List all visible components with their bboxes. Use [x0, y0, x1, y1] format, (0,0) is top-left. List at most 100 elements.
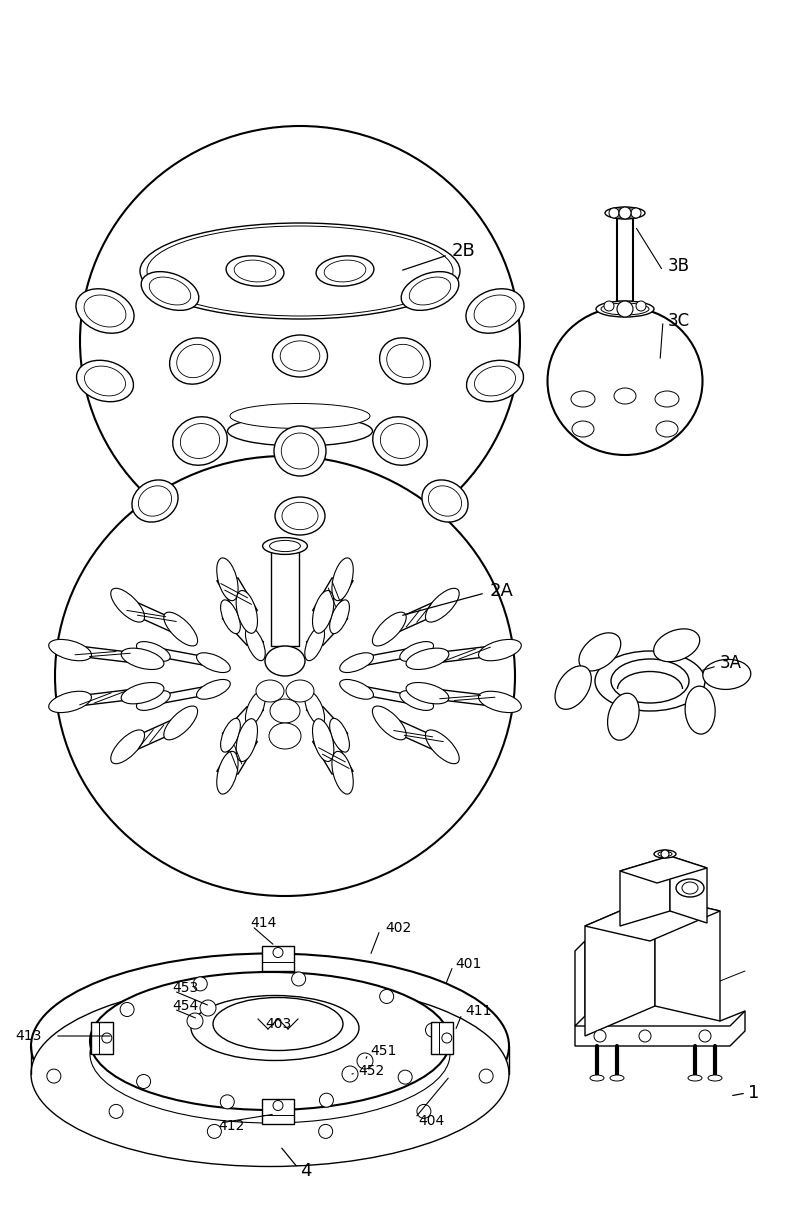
- Ellipse shape: [595, 652, 705, 711]
- Ellipse shape: [478, 639, 522, 661]
- Ellipse shape: [262, 538, 307, 555]
- Ellipse shape: [676, 879, 704, 897]
- Ellipse shape: [170, 338, 221, 384]
- Ellipse shape: [330, 599, 350, 633]
- Ellipse shape: [164, 613, 198, 645]
- Ellipse shape: [31, 981, 509, 1166]
- Ellipse shape: [466, 288, 524, 333]
- Text: 412: 412: [218, 1119, 244, 1133]
- Circle shape: [292, 972, 306, 986]
- Ellipse shape: [313, 591, 334, 633]
- Ellipse shape: [246, 627, 266, 661]
- Ellipse shape: [90, 972, 450, 1110]
- Ellipse shape: [579, 633, 621, 671]
- Ellipse shape: [164, 706, 198, 740]
- Ellipse shape: [31, 953, 509, 1138]
- Ellipse shape: [555, 666, 591, 710]
- Ellipse shape: [685, 687, 715, 734]
- Ellipse shape: [76, 288, 134, 333]
- Circle shape: [417, 1104, 431, 1119]
- Polygon shape: [262, 1098, 294, 1124]
- Ellipse shape: [305, 627, 325, 661]
- Ellipse shape: [406, 683, 449, 704]
- Circle shape: [98, 1039, 113, 1054]
- Ellipse shape: [137, 690, 170, 711]
- Ellipse shape: [313, 718, 334, 762]
- Polygon shape: [425, 688, 502, 707]
- Polygon shape: [217, 578, 258, 613]
- Text: 3B: 3B: [668, 257, 690, 275]
- Polygon shape: [150, 648, 217, 666]
- Ellipse shape: [332, 751, 354, 794]
- Ellipse shape: [703, 659, 750, 689]
- Ellipse shape: [256, 681, 284, 702]
- Ellipse shape: [49, 639, 91, 661]
- Ellipse shape: [373, 417, 427, 465]
- Circle shape: [273, 947, 283, 958]
- Ellipse shape: [400, 690, 434, 711]
- Ellipse shape: [708, 1075, 722, 1081]
- Ellipse shape: [474, 295, 516, 327]
- Circle shape: [200, 1000, 216, 1016]
- Circle shape: [604, 302, 614, 311]
- Ellipse shape: [180, 424, 220, 459]
- Text: 401: 401: [455, 957, 482, 971]
- Polygon shape: [382, 719, 450, 751]
- Polygon shape: [313, 739, 354, 774]
- Text: 403: 403: [265, 1017, 291, 1031]
- Circle shape: [207, 1124, 222, 1138]
- Polygon shape: [120, 602, 189, 632]
- Ellipse shape: [372, 613, 406, 645]
- Polygon shape: [91, 1022, 113, 1054]
- Ellipse shape: [230, 403, 370, 429]
- Ellipse shape: [410, 277, 450, 305]
- Ellipse shape: [372, 706, 406, 740]
- Ellipse shape: [611, 659, 689, 704]
- Circle shape: [594, 1031, 606, 1041]
- Polygon shape: [271, 546, 299, 645]
- Ellipse shape: [426, 589, 459, 622]
- Ellipse shape: [682, 882, 698, 894]
- Ellipse shape: [572, 421, 594, 437]
- Ellipse shape: [138, 486, 172, 516]
- Text: 414: 414: [250, 916, 276, 930]
- Polygon shape: [425, 645, 502, 664]
- Ellipse shape: [90, 985, 450, 1123]
- Polygon shape: [382, 602, 450, 632]
- Ellipse shape: [177, 344, 214, 378]
- Circle shape: [479, 1069, 493, 1083]
- Ellipse shape: [137, 642, 170, 661]
- Ellipse shape: [386, 344, 423, 378]
- Ellipse shape: [478, 691, 522, 712]
- Ellipse shape: [110, 730, 145, 764]
- Ellipse shape: [688, 1075, 702, 1081]
- Ellipse shape: [428, 486, 462, 516]
- Ellipse shape: [656, 421, 678, 437]
- Polygon shape: [120, 719, 189, 751]
- Polygon shape: [353, 685, 420, 705]
- Ellipse shape: [607, 693, 639, 740]
- Ellipse shape: [422, 480, 468, 522]
- Circle shape: [120, 1003, 134, 1016]
- Ellipse shape: [605, 207, 645, 219]
- Ellipse shape: [217, 558, 238, 601]
- Circle shape: [137, 1074, 150, 1089]
- Text: 4: 4: [300, 1163, 311, 1180]
- Ellipse shape: [273, 335, 327, 377]
- Circle shape: [47, 1069, 61, 1083]
- Circle shape: [318, 1124, 333, 1138]
- Circle shape: [273, 1101, 283, 1110]
- Ellipse shape: [330, 718, 350, 752]
- Ellipse shape: [474, 366, 515, 396]
- Ellipse shape: [197, 653, 230, 672]
- Polygon shape: [620, 856, 670, 926]
- Polygon shape: [585, 896, 655, 1035]
- Ellipse shape: [406, 648, 449, 670]
- Circle shape: [442, 1033, 452, 1043]
- Ellipse shape: [340, 679, 374, 699]
- Ellipse shape: [324, 260, 366, 282]
- Circle shape: [426, 1023, 439, 1037]
- Text: 451: 451: [370, 1044, 396, 1058]
- Polygon shape: [262, 946, 294, 970]
- Polygon shape: [585, 896, 720, 941]
